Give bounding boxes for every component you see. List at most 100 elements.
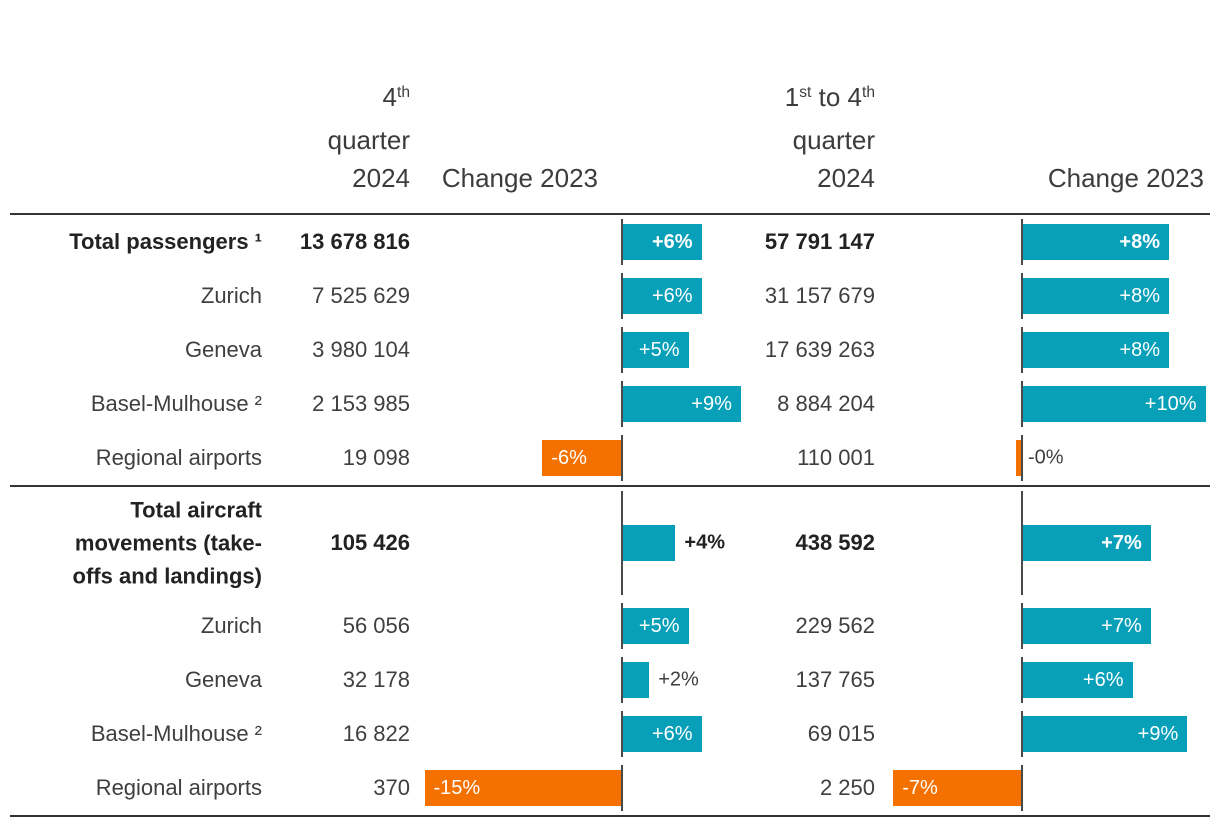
change-ytd-axis [1021, 327, 1023, 373]
ytd-value: 57 791 147 [764, 229, 875, 254]
change-ytd-axis [1021, 219, 1023, 265]
change-q4-bar [623, 525, 676, 561]
change-ytd-axis [1021, 603, 1023, 649]
table-header: 4th quarter 2024 Change 2023 1st to 4th qua… [0, 0, 1220, 213]
row-label: Geneva [184, 667, 262, 692]
table-row: Basel-Mulhouse ² 16 822 69 015 +6% +9% [0, 707, 1220, 761]
change-q4-bar: +5% [623, 608, 689, 644]
q4-value: 19 098 [342, 445, 410, 470]
change-ytd-axis [1021, 765, 1023, 811]
change-q4-bar [623, 662, 650, 698]
bar-label: +8% [1119, 284, 1160, 307]
change-ytd-bar: +7% [1023, 608, 1151, 644]
ytd-value: 2 250 [819, 775, 875, 800]
q4-value: 105 426 [330, 530, 410, 555]
table-row: Geneva 3 980 104 17 639 263 +5% +8% [0, 323, 1220, 377]
bar-label: -0% [1028, 446, 1064, 469]
row-label: Basel-Mulhouse ² [90, 721, 262, 746]
bar-label: +8% [1119, 338, 1160, 361]
q4-value: 370 [373, 775, 410, 800]
header-line: quarter [792, 125, 875, 155]
q4-value: 7 525 629 [312, 283, 410, 308]
bar-label: +7% [1101, 531, 1142, 554]
change-ytd-bar: +10% [1023, 386, 1206, 422]
change-ytd-axis [1021, 491, 1023, 595]
section-passengers: Total passengers ¹ 13 678 816 57 791 147 +6… [0, 215, 1220, 485]
q4-value: 16 822 [342, 721, 410, 746]
change-q4-bar: -6% [542, 440, 621, 476]
table-row: Zurich 56 056 229 562 +5% +7% [0, 599, 1220, 653]
bar-label: +2% [658, 668, 699, 691]
change-ytd-bar [1015, 440, 1021, 476]
change-q4-axis [621, 273, 623, 319]
table-row: Geneva 32 178 137 765 +2% +6% [0, 653, 1220, 707]
change-ytd-axis [1021, 657, 1023, 703]
change-q4-axis [621, 765, 623, 811]
change-q4-axis [621, 657, 623, 703]
row-label: Basel-Mulhouse ² [90, 391, 262, 416]
bar-label: +10% [1144, 392, 1197, 415]
bottom-rule [10, 815, 1210, 817]
bar-label: +9% [691, 392, 732, 415]
change-q4-axis [621, 381, 623, 427]
bar-label: -15% [433, 776, 481, 799]
row-label: Geneva [184, 337, 262, 362]
table-row: Total aircraft movements (take-offs and … [0, 487, 1220, 599]
bar-label: +6% [652, 284, 693, 307]
change-q4-axis [621, 491, 623, 595]
change-q4-axis [621, 327, 623, 373]
header-line: 2024 [352, 163, 410, 193]
section-aircraft-movements: Total aircraft movements (take-offs and … [0, 487, 1220, 815]
row-label: Total passengers ¹ [69, 229, 262, 254]
change-ytd-bar: +8% [1023, 332, 1169, 368]
change-q4-axis [621, 435, 623, 481]
change-q4-bar: +6% [623, 278, 702, 314]
ytd-value: 31 157 679 [764, 283, 875, 308]
change-ytd-bar: -7% [893, 770, 1021, 806]
header-line: 2024 [817, 163, 875, 193]
q4-quarter-header: 4th quarter 2024 [328, 78, 410, 197]
change-q4-axis [621, 603, 623, 649]
row-label: Regional airports [95, 445, 262, 470]
row-label: Regional airports [95, 775, 262, 800]
change-ytd-axis [1021, 711, 1023, 757]
row-label: Zurich [200, 283, 262, 308]
bar-label: +9% [1137, 722, 1179, 745]
change-q4-bar: +6% [623, 716, 702, 752]
change-ytd-bar: +6% [1023, 662, 1133, 698]
change-ytd-bar: +8% [1023, 278, 1169, 314]
bar-label: +6% [1082, 668, 1124, 691]
change-ytd-axis [1021, 435, 1023, 481]
ytd-value: 137 765 [795, 667, 875, 692]
header-line: quarter [327, 125, 410, 155]
change-ytd-bar: +7% [1023, 525, 1151, 561]
change-q4-axis [621, 219, 623, 265]
q4-value: 56 056 [342, 613, 410, 638]
change-ytd-axis [1021, 273, 1023, 319]
top-rule [10, 213, 1210, 215]
table-row: Basel-Mulhouse ² 2 153 985 8 884 204 +9% +10… [0, 377, 1220, 431]
change-ytd-axis [1021, 381, 1023, 427]
bar-label: -6% [551, 446, 587, 469]
ytd-value: 69 015 [807, 721, 875, 746]
ytd-value: 17 639 263 [764, 337, 875, 362]
bar-label: -7% [902, 776, 938, 799]
ytd-value: 229 562 [795, 613, 875, 638]
change-q4-bar: +9% [623, 386, 741, 422]
bar-label: +6% [652, 722, 693, 745]
ytd-value: 438 592 [795, 530, 875, 555]
change-2023-header-q4: Change 2023 [441, 163, 598, 193]
bar-label: +5% [638, 614, 680, 637]
q4-value: 32 178 [342, 667, 410, 692]
bar-label: +8% [1119, 230, 1160, 253]
change-q4-bar: -15% [424, 770, 621, 806]
table-row: Total passengers ¹ 13 678 816 57 791 147 +6… [0, 215, 1220, 269]
bar-label: +7% [1101, 614, 1142, 637]
change-ytd-bar: +8% [1023, 224, 1169, 260]
header-line: 4th [382, 82, 410, 112]
bar-label: +4% [684, 531, 725, 554]
change-q4-bar: +5% [623, 332, 689, 368]
ytd-value: 8 884 204 [777, 391, 875, 416]
row-label: Total aircraft movements (take-offs and … [72, 497, 262, 589]
